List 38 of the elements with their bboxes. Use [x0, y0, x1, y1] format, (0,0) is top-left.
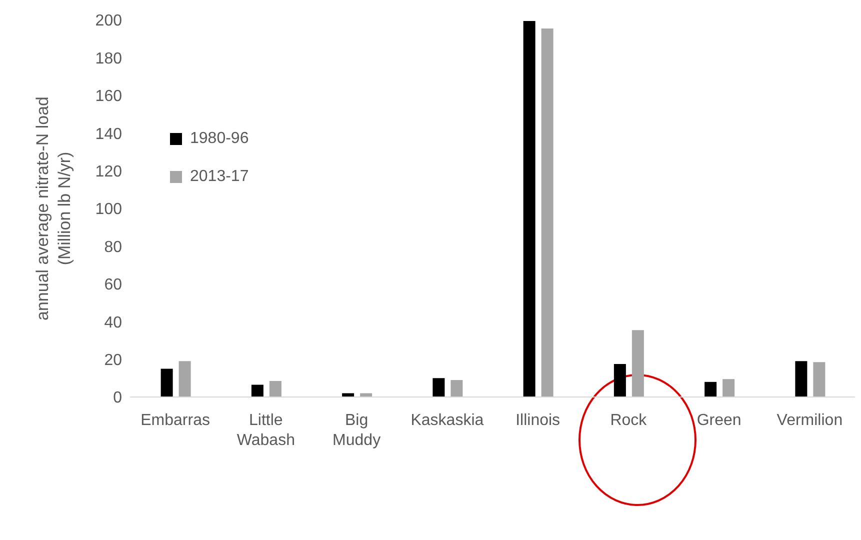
bar — [432, 378, 445, 397]
y-tick-label: 160 — [95, 88, 122, 106]
bar — [269, 380, 282, 397]
x-tick-label: Rock — [610, 412, 648, 429]
x-tick-label: Kaskaskia — [410, 412, 484, 429]
bar — [541, 28, 554, 397]
y-tick-label: 120 — [95, 163, 122, 180]
y-tick-label: 20 — [104, 352, 122, 369]
bar — [251, 384, 264, 397]
bar — [178, 361, 191, 397]
x-tick-label: Little Wabash — [236, 412, 295, 449]
bar — [813, 362, 826, 397]
y-tick-label: 40 — [104, 314, 122, 332]
y-tick-label: 0 — [113, 390, 122, 407]
y-tick-label: 100 — [95, 201, 122, 218]
bar — [795, 361, 808, 397]
bar — [450, 380, 463, 397]
bar — [614, 364, 626, 397]
x-tick-label: Big Muddy — [332, 412, 381, 449]
x-tick-label: Illinois — [516, 412, 560, 429]
legend-label: 2013-17 — [190, 168, 249, 186]
bar — [632, 330, 644, 397]
bar — [160, 368, 173, 397]
y-tick-label: 200 — [95, 12, 122, 30]
x-tick-label: Green — [696, 412, 742, 429]
legend-label: 1980-96 — [190, 130, 249, 148]
y-tick-label: 140 — [95, 126, 122, 143]
bar — [722, 379, 735, 397]
x-tick-label: Embarras — [140, 412, 210, 429]
y-tick-label: 60 — [104, 276, 122, 294]
y-tick-label: 80 — [104, 238, 122, 256]
bar — [360, 393, 372, 397]
y-axis-title: annual average nitrate-N load (Million lb N/yr) — [33, 96, 74, 320]
bar — [704, 382, 717, 397]
bar — [523, 20, 536, 397]
x-tick-label: Vermilion — [776, 412, 843, 429]
bar — [342, 393, 354, 397]
y-tick-label: 180 — [95, 50, 122, 68]
